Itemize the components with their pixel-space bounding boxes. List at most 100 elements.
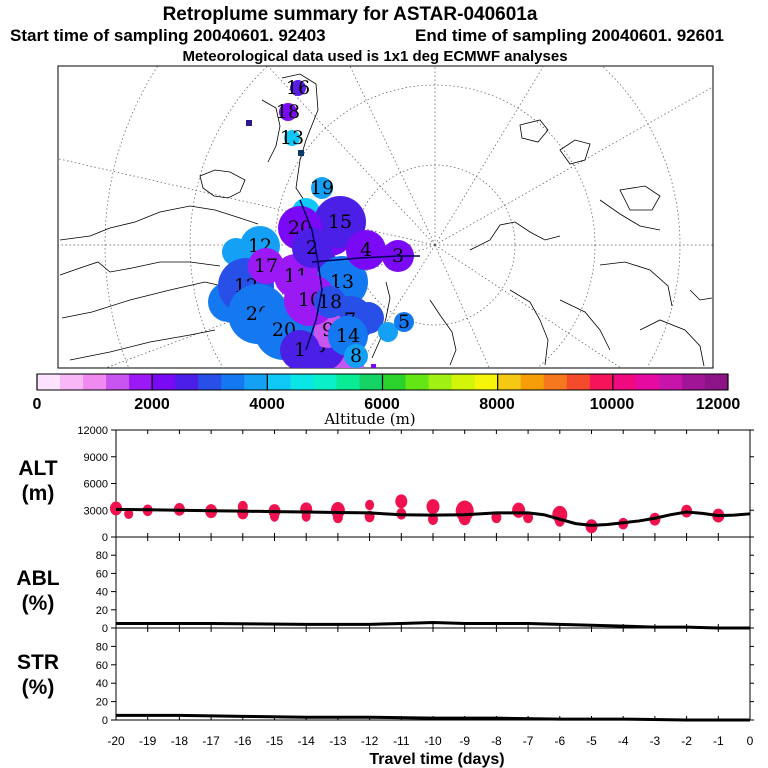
- plume-circle: [290, 80, 306, 96]
- map-frame: [57, 65, 714, 369]
- y-tick-label: 80: [96, 641, 108, 653]
- time-series-panels: ALT (m) ABL (%) STR (%) 0300060009000120…: [16, 425, 754, 768]
- plume-circle: [292, 228, 332, 268]
- plume-number: 16: [286, 77, 310, 99]
- retroplume-circles: 1618131912152012201113743692010181721145…: [208, 77, 420, 368]
- colorbar-swatch: [244, 374, 268, 390]
- x-tick-label: -5: [586, 734, 597, 748]
- plume-number: 1: [294, 339, 306, 361]
- plume-marker: [371, 364, 376, 368]
- colorbar-swatch: [635, 374, 660, 390]
- colorbar-tick-10000: 10000: [590, 396, 635, 413]
- x-tick-label: -1: [713, 734, 724, 748]
- colorbar-swatch: [37, 374, 61, 390]
- plume-circle: [279, 103, 297, 121]
- colorbar-label: Altitude (m): [323, 410, 415, 428]
- plume-number: 15: [328, 211, 352, 233]
- x-tick-label: -7: [523, 734, 534, 748]
- alt-data-point: [301, 511, 311, 522]
- colorbar-swatch: [451, 374, 476, 390]
- colorbar-swatch: [612, 374, 637, 390]
- str-line: [116, 713, 750, 722]
- colorbar-swatch: [704, 374, 729, 390]
- colorbar-swatch: [543, 374, 568, 390]
- plume-circle: [284, 130, 300, 146]
- x-tick-label: -12: [361, 734, 379, 748]
- colorbar-tick-12000: 12000: [696, 396, 741, 413]
- plume-number: 13: [280, 127, 304, 149]
- colorbar-swatch: [405, 374, 430, 390]
- x-tick-label: -4: [618, 734, 629, 748]
- colorbar-swatch: [428, 374, 453, 390]
- colorbar-swatch: [382, 374, 407, 390]
- abl-unit: (%): [22, 592, 55, 615]
- colorbar-swatch: [290, 374, 314, 390]
- alt-data-point: [395, 494, 408, 509]
- y-tick-label: 60: [96, 568, 108, 580]
- colorbar-swatch: [497, 374, 522, 390]
- y-tick-label: 3000: [84, 505, 108, 517]
- y-tick-label: 6000: [84, 479, 108, 491]
- x-tick-label: -15: [266, 734, 284, 748]
- colorbar-swatch: [681, 374, 706, 390]
- plume-number: 8: [350, 345, 362, 367]
- y-tick-label: 80: [96, 550, 108, 562]
- y-tick-label: 12000: [77, 425, 108, 437]
- map-content: 1618131912152012201113743692010181721145…: [58, 66, 713, 368]
- plume-marker: [298, 150, 304, 156]
- alt-data-point: [124, 508, 134, 520]
- y-tick-label: 0: [102, 532, 108, 544]
- str-label: STR: [17, 651, 59, 674]
- alt-data-point: [426, 499, 440, 515]
- plume-circle: [344, 344, 368, 368]
- x-tick-label: 0: [747, 734, 754, 748]
- y-tick-label: 0: [102, 623, 108, 635]
- x-tick-label: -19: [139, 734, 157, 748]
- colorbar-swatch: [221, 374, 245, 390]
- x-tick-label: -8: [491, 734, 502, 748]
- plume-circle: [314, 286, 346, 318]
- colorbar-swatch: [152, 374, 176, 390]
- alt-data-point: [365, 499, 375, 511]
- colorbar-tick-4000: 4000: [249, 396, 285, 413]
- colorbar-swatch: [83, 374, 107, 390]
- x-tick-label: -18: [171, 734, 189, 748]
- x-tick-label: -14: [298, 734, 316, 748]
- colorbar-swatch: [474, 374, 499, 390]
- colorbar-swatch: [313, 374, 337, 390]
- plume-trajectory: [299, 199, 420, 351]
- colorbar-tick-6000: 6000: [364, 396, 400, 413]
- x-tick-label: -20: [107, 734, 125, 748]
- plume-circle: [394, 312, 414, 332]
- plume-marker: [246, 120, 252, 126]
- alt-data-point: [110, 501, 122, 516]
- map-coastlines: [59, 73, 713, 367]
- alt-data-point: [237, 500, 248, 513]
- colorbar-swatch: [175, 374, 199, 390]
- x-tick-label: -9: [459, 734, 470, 748]
- colorbar-tick-2000: 2000: [134, 396, 170, 413]
- x-axis-title: Travel time (days): [369, 751, 504, 768]
- end-time: End time of sampling 20040601. 92601: [415, 26, 724, 45]
- colorbar-swatch: [267, 374, 291, 390]
- alt-data-point: [270, 511, 279, 522]
- str-unit: (%): [22, 676, 55, 699]
- x-tick-label: -10: [424, 734, 442, 748]
- y-tick-label: 20: [96, 697, 108, 709]
- colorbar-swatch: [520, 374, 545, 390]
- x-tick-label: -2: [681, 734, 692, 748]
- colorbar-swatch: [198, 374, 222, 390]
- y-tick-label: 40: [96, 678, 108, 690]
- map-panel: 1618131912152012201113743692010181721145…: [57, 65, 714, 369]
- colorbar-swatch: [106, 374, 130, 390]
- plume-circle: [346, 230, 386, 270]
- met-data-line: Meteorological data used is 1x1 deg ECMW…: [182, 48, 567, 65]
- x-tick-label: -13: [329, 734, 347, 748]
- plume-number: 14: [336, 325, 360, 347]
- plume-circle: [311, 177, 333, 199]
- alt-data-point: [512, 502, 526, 518]
- x-tick-label: -6: [554, 734, 565, 748]
- colorbar-swatch: [129, 374, 153, 390]
- alt-line: [115, 507, 751, 527]
